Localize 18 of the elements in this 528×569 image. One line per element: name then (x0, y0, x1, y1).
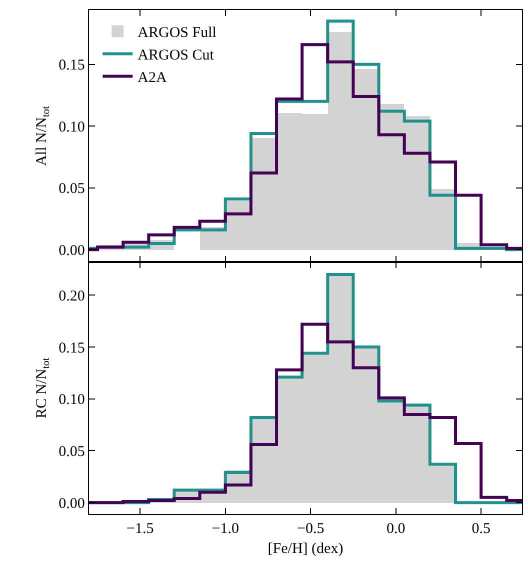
legend-label: A2A (138, 70, 167, 86)
x-tick-label: −1.0 (212, 521, 239, 538)
y-tick-label: 0.15 (58, 340, 85, 356)
y-tick-label: 0.10 (58, 392, 85, 408)
y-tick-label: 0.05 (58, 181, 85, 198)
x-tick-label: 0.5 (472, 521, 490, 538)
legend-label: ARGOS Full (138, 25, 216, 42)
x-axis-title: [Fe/H] (dex) (268, 541, 344, 558)
x-tick-label: −1.5 (126, 521, 154, 538)
y-tick-label: 0.15 (58, 58, 85, 74)
y-tick-label: 0.20 (58, 288, 85, 304)
y-tick-label: 0.10 (58, 119, 85, 136)
x-tick-label: 0.0 (386, 521, 406, 538)
y-tick-label: 0.00 (58, 496, 85, 512)
x-tick-label: −0.5 (297, 521, 324, 538)
y-tick-label: 0.05 (58, 444, 85, 460)
y-tick-label: 0.00 (58, 242, 85, 259)
legend-label: ARGOS Cut (138, 48, 215, 64)
